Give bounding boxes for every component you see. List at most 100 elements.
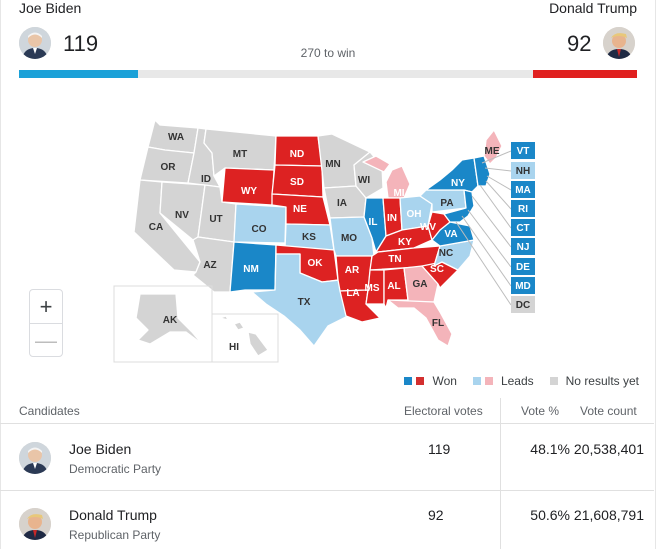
label-ok: OK [308, 258, 324, 269]
label-mt: MT [233, 149, 247, 160]
box-vt[interactable] [511, 142, 535, 159]
label-nv: NV [175, 210, 189, 221]
label-me: ME [485, 146, 500, 157]
label-ky: KY [398, 237, 412, 248]
label-mo: MO [341, 233, 357, 244]
label-fl: FL [432, 318, 444, 329]
label-pa: PA [440, 198, 453, 209]
label-nc: NC [439, 248, 453, 259]
table-column-divider [500, 398, 501, 549]
label-tx: TX [298, 297, 311, 308]
box-label-ma: MA [515, 185, 531, 196]
candidate-party: Republican Party [69, 528, 161, 542]
label-sc: SC [430, 264, 444, 275]
us-map[interactable]: VT NH MA RI CT NJ DE MD DC WA OR CA ID N… [0, 86, 656, 370]
legend-won-label: Won [432, 374, 457, 388]
map-zoom-control: + — [29, 289, 63, 357]
label-ia: IA [337, 198, 347, 209]
state-fl[interactable] [387, 299, 453, 347]
legend-won-blue-swatch [404, 377, 413, 385]
candidate-electoral-votes: 119 [428, 441, 451, 457]
to-win-label: 270 to win [300, 46, 356, 60]
label-ny: NY [451, 178, 465, 189]
label-wi: WI [358, 175, 370, 186]
header-candidates: Candidates [19, 404, 80, 418]
state-new-england[interactable] [473, 155, 491, 187]
state-tx[interactable] [251, 253, 349, 347]
state-oh[interactable] [399, 195, 433, 231]
candidate-electoral-votes: 92 [428, 507, 444, 523]
box-label-nj: NJ [517, 242, 530, 253]
legend-no-results-label: No results yet [565, 374, 639, 388]
box-nh[interactable] [511, 162, 535, 179]
box-label-ct: CT [516, 223, 529, 234]
label-wa: WA [168, 132, 184, 143]
box-nj[interactable] [511, 238, 535, 255]
label-ks: KS [302, 232, 316, 243]
header-vote-pct[interactable]: Vote % [521, 404, 560, 418]
candidate-name: Joe Biden [69, 441, 132, 457]
biden-electoral-votes: 119 [63, 31, 99, 56]
biden-row-avatar [19, 442, 51, 474]
table-row[interactable]: Joe Biden Democratic Party 119 48.1% 20,… [0, 425, 654, 491]
label-hi: HI [229, 342, 239, 353]
header-electoral-votes[interactable]: Electoral votes [404, 404, 483, 418]
box-label-md: MD [515, 281, 531, 292]
state-ak[interactable] [135, 293, 203, 345]
box-dc[interactable] [511, 296, 535, 313]
label-tn: TN [388, 254, 401, 265]
label-nm: NM [243, 264, 259, 275]
header-vote-count[interactable]: Vote count [580, 404, 637, 418]
box-ma[interactable] [511, 181, 535, 198]
label-wv: WV [420, 222, 436, 233]
legend-leads-red-swatch [484, 377, 493, 385]
small-state-boxes[interactable] [511, 142, 535, 313]
box-ct[interactable] [511, 219, 535, 236]
state-hi[interactable] [219, 315, 269, 357]
table-row[interactable]: Donald Trump Republican Party 92 50.6% 2… [0, 491, 654, 549]
hawaii-inset-frame [211, 313, 279, 363]
trump-bar [533, 70, 637, 78]
trump-electoral-votes: 92 [567, 31, 592, 56]
box-label-vt: VT [517, 146, 530, 157]
biden-name: Joe Biden [19, 0, 82, 16]
legend-no-results-swatch [549, 377, 558, 385]
label-nd: ND [290, 149, 304, 160]
zoom-in-button[interactable]: + [39, 294, 53, 319]
label-sd: SD [290, 177, 304, 188]
label-mi: MI [393, 188, 404, 199]
legend-leads-label: Leads [500, 374, 534, 388]
box-md[interactable] [511, 277, 535, 294]
label-or: OR [161, 162, 177, 173]
label-la: LA [346, 288, 359, 299]
results-table-header: Candidates Electoral votes Vote % Vote c… [0, 398, 654, 424]
small-state-leaders [455, 150, 512, 306]
box-de[interactable] [511, 258, 535, 275]
label-il: IL [369, 217, 378, 228]
candidate-name: Donald Trump [69, 507, 157, 523]
electoral-bar [19, 70, 637, 154]
label-co: CO [252, 224, 267, 235]
label-ms: MS [365, 283, 380, 294]
state-nm[interactable] [229, 241, 277, 293]
candidate-party: Democratic Party [69, 462, 162, 476]
box-label-nh: NH [516, 166, 530, 177]
state-me[interactable] [483, 129, 503, 165]
label-in: IN [387, 213, 397, 224]
box-ri[interactable] [511, 200, 535, 217]
state-ms[interactable] [365, 269, 385, 305]
label-id: ID [201, 174, 211, 185]
label-ar: AR [345, 265, 360, 276]
trump-row-avatar [19, 508, 51, 540]
map-legend: Won Leads No results yet [404, 374, 639, 388]
legend-leads-blue-swatch [472, 377, 481, 385]
zoom-out-button[interactable]: — [30, 323, 62, 356]
box-label-ri: RI [518, 204, 528, 215]
label-oh: OH [407, 209, 422, 220]
candidate-vote-pct: 48.1% [530, 441, 570, 457]
label-ak: AK [163, 315, 178, 326]
trump-avatar [603, 27, 635, 59]
label-mn: MN [325, 159, 341, 170]
box-label-dc: DC [516, 300, 530, 311]
trump-name: Donald Trump [549, 0, 637, 16]
